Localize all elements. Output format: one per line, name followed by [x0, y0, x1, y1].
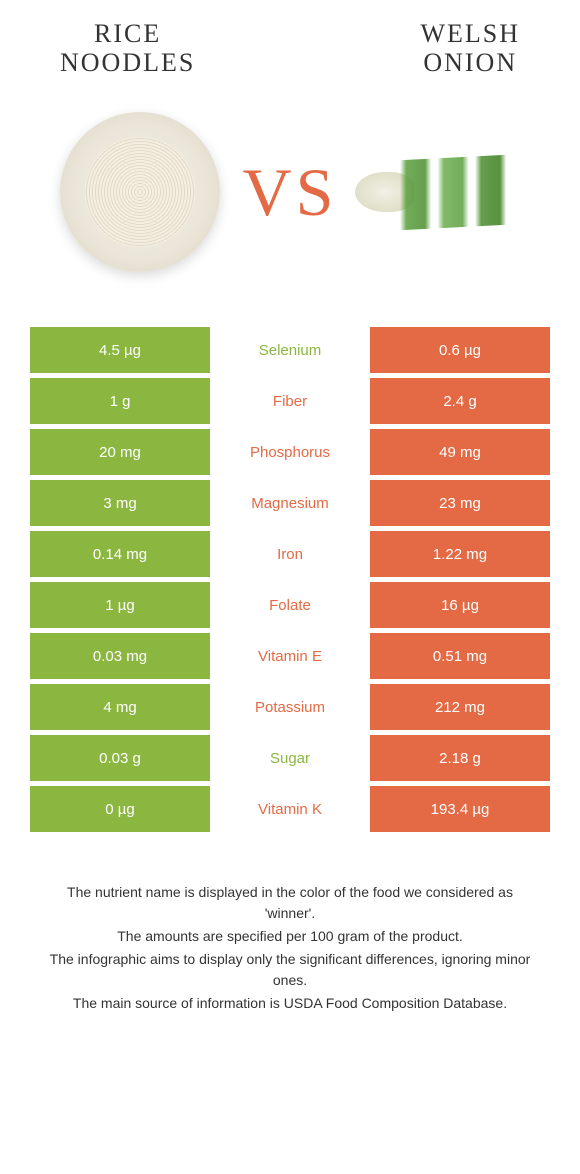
- right-value: 2.4 g: [370, 378, 550, 424]
- noodles-icon: [85, 137, 195, 247]
- left-value: 1 µg: [30, 582, 210, 628]
- nutrient-name: Phosphorus: [210, 429, 370, 475]
- left-food-title: RICE NOODLES: [60, 20, 195, 77]
- nutrient-name: Sugar: [210, 735, 370, 781]
- right-title-line2: ONION: [423, 48, 517, 77]
- table-row: 0.03 mgVitamin E0.51 mg: [30, 633, 550, 679]
- footer-line2: The amounts are specified per 100 gram o…: [40, 926, 540, 947]
- right-value: 49 mg: [370, 429, 550, 475]
- nutrient-name: Fiber: [210, 378, 370, 424]
- nutrient-name: Vitamin K: [210, 786, 370, 832]
- left-value: 0.14 mg: [30, 531, 210, 577]
- footer-line3: The infographic aims to display only the…: [40, 949, 540, 991]
- table-row: 1 µgFolate16 µg: [30, 582, 550, 628]
- footer-notes: The nutrient name is displayed in the co…: [20, 882, 560, 1014]
- left-value: 0.03 g: [30, 735, 210, 781]
- footer-line1: The nutrient name is displayed in the co…: [40, 882, 540, 924]
- right-value: 0.51 mg: [370, 633, 550, 679]
- left-value: 3 mg: [30, 480, 210, 526]
- table-row: 4 mgPotassium212 mg: [30, 684, 550, 730]
- right-title-line1: WELSH: [420, 19, 520, 48]
- rice-noodles-image: [50, 102, 230, 282]
- nutrient-name: Magnesium: [210, 480, 370, 526]
- table-row: 3 mgMagnesium23 mg: [30, 480, 550, 526]
- left-value: 4.5 µg: [30, 327, 210, 373]
- left-value: 0 µg: [30, 786, 210, 832]
- nutrient-name: Potassium: [210, 684, 370, 730]
- table-row: 0 µgVitamin K193.4 µg: [30, 786, 550, 832]
- right-value: 16 µg: [370, 582, 550, 628]
- nutrient-name: Iron: [210, 531, 370, 577]
- nutrient-name: Selenium: [210, 327, 370, 373]
- nutrient-name: Vitamin E: [210, 633, 370, 679]
- left-title-line1: RICE: [94, 19, 161, 48]
- right-value: 193.4 µg: [370, 786, 550, 832]
- right-value: 1.22 mg: [370, 531, 550, 577]
- left-value: 4 mg: [30, 684, 210, 730]
- right-value: 2.18 g: [370, 735, 550, 781]
- table-row: 20 mgPhosphorus49 mg: [30, 429, 550, 475]
- welsh-onion-image: [350, 102, 530, 282]
- left-value: 0.03 mg: [30, 633, 210, 679]
- header: RICE NOODLES WELSH ONION: [20, 20, 560, 77]
- footer-line4: The main source of information is USDA F…: [40, 993, 540, 1014]
- right-value: 0.6 µg: [370, 327, 550, 373]
- right-value: 23 mg: [370, 480, 550, 526]
- left-value: 1 g: [30, 378, 210, 424]
- table-row: 4.5 µgSelenium0.6 µg: [30, 327, 550, 373]
- right-value: 212 mg: [370, 684, 550, 730]
- left-value: 20 mg: [30, 429, 210, 475]
- vs-label: VS: [243, 153, 338, 232]
- table-row: 0.14 mgIron1.22 mg: [30, 531, 550, 577]
- table-row: 0.03 gSugar2.18 g: [30, 735, 550, 781]
- comparison-table: 4.5 µgSelenium0.6 µg 1 gFiber2.4 g 20 mgPh…: [20, 327, 560, 832]
- vs-row: VS: [20, 97, 560, 287]
- nutrient-name: Folate: [210, 582, 370, 628]
- table-row: 1 gFiber2.4 g: [30, 378, 550, 424]
- right-food-title: WELSH ONION: [420, 20, 520, 77]
- left-title-line2: NOODLES: [60, 48, 195, 77]
- onion-icon: [355, 147, 525, 237]
- plate-icon: [60, 112, 220, 272]
